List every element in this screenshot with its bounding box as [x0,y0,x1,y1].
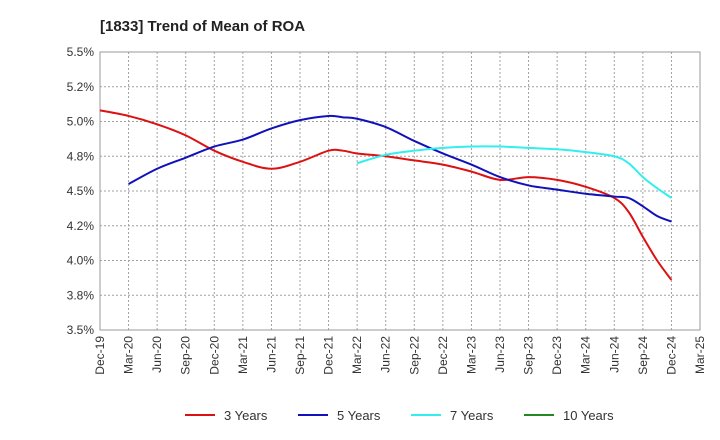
grid-lines [100,52,700,330]
x-tick-label: Mar-22 [350,336,364,374]
x-tick-label: Sep-24 [636,336,650,375]
y-tick-label: 4.0% [67,254,95,268]
y-tick-label: 5.2% [67,80,95,94]
x-tick-label: Dec-20 [207,336,221,375]
x-tick-label: Jun-23 [493,336,507,373]
x-tick-label: Jun-24 [607,336,621,373]
x-tick-label: Jun-22 [379,336,393,373]
x-tick-label: Mar-23 [464,336,478,374]
y-tick-label: 4.2% [67,219,95,233]
y-tick-label: 5.0% [67,115,95,129]
legend-label-3-years: 3 Years [224,408,268,423]
x-tick-label: Sep-20 [179,336,193,375]
chart-title: [1833] Trend of Mean of ROA [100,18,305,35]
x-tick-label: Jun-21 [264,336,278,373]
y-tick-label: 3.5% [67,323,95,337]
x-tick-label: Sep-23 [522,336,536,375]
y-tick-label: 4.5% [67,184,95,198]
legend-label-10-years: 10 Years [563,408,614,423]
x-tick-label: Dec-23 [550,336,564,375]
x-axis-ticks: Dec-19 Mar-20 Jun-20 Sep-20 Dec-20 Mar-21 Jun-… [93,336,707,375]
y-tick-label: 4.8% [67,149,95,163]
y-axis-ticks: 3.5% 3.8% 4.0% 4.2% 4.5% 4.8% 5.0% 5.2% 5.5% [67,45,95,337]
x-tick-label: Jun-20 [150,336,164,373]
x-tick-label: Mar-25 [693,336,707,374]
legend: 3 Years 5 Years 7 Years 10 Years [185,408,614,423]
y-tick-label: 5.5% [67,45,95,59]
y-tick-label: 3.8% [67,288,95,302]
series-line-5-years [128,114,672,223]
x-tick-label: Mar-24 [579,336,593,374]
series-line-3-years [99,109,673,281]
x-tick-label: Sep-22 [407,336,421,375]
x-tick-label: Dec-19 [93,336,107,375]
x-tick-label: Mar-20 [122,336,136,374]
x-tick-label: Dec-21 [322,336,336,375]
legend-label-7-years: 7 Years [450,408,494,423]
legend-label-5-years: 5 Years [337,408,381,423]
x-tick-label: Dec-24 [664,336,678,375]
x-tick-label: Mar-21 [236,336,250,374]
series-lines [99,109,673,281]
x-tick-label: Sep-21 [293,336,307,375]
x-tick-label: Dec-22 [436,336,450,375]
series-line-7-years [356,145,672,199]
